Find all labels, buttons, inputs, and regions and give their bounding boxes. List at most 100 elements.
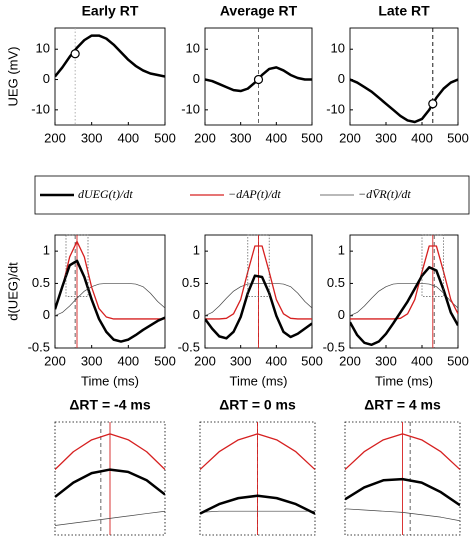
panel: ΔRT = 4 ms — [344, 397, 461, 536]
x-tick-label: 300 — [81, 130, 103, 145]
series-line — [350, 78, 458, 124]
plot-area — [205, 235, 312, 348]
y-axis-label: UEG (mV) — [5, 47, 20, 107]
x-tick-label: 500 — [154, 130, 176, 145]
x-tick-label: 200 — [44, 353, 66, 368]
plot-area — [55, 422, 165, 535]
x-tick-label: 500 — [301, 130, 323, 145]
x-tick-label: 200 — [44, 130, 66, 145]
series-line — [55, 510, 165, 526]
y-tick-label: -0.5 — [28, 339, 50, 354]
y-tick-label: 0 — [338, 71, 345, 86]
x-tick-label: 400 — [411, 353, 433, 368]
series-line — [200, 510, 315, 513]
y-tick-label: 0.5 — [327, 275, 345, 290]
x-tick-label: 200 — [339, 130, 361, 145]
x-tick-label: 200 — [194, 353, 216, 368]
y-tick-label: 10 — [186, 41, 200, 56]
plot-area — [55, 28, 165, 125]
series-line — [200, 494, 315, 515]
series-line — [55, 240, 165, 320]
panel: ΔRT = -4 ms — [54, 397, 166, 536]
plot-area — [350, 235, 458, 348]
series-line — [350, 283, 458, 317]
plot-area — [345, 422, 460, 535]
y-tick-label: -10 — [31, 101, 50, 116]
x-axis-label: Time (ms) — [81, 373, 139, 388]
series-line — [350, 245, 458, 320]
panel: ΔRT = 0 ms — [199, 397, 316, 536]
panel-title: Late RT — [378, 3, 430, 19]
x-tick-label: 500 — [447, 130, 469, 145]
panel-title: ΔRT = 0 ms — [219, 397, 296, 413]
x-tick-label: 500 — [154, 353, 176, 368]
x-tick-label: 500 — [301, 353, 323, 368]
x-tick-label: 300 — [230, 353, 252, 368]
y-tick-label: -0.5 — [323, 339, 345, 354]
panel: Average RT 200 300 400 500 -10 0 10 — [181, 3, 323, 146]
panel-title: ΔRT = 4 ms — [364, 397, 441, 413]
y-tick-label: 10 — [331, 41, 345, 56]
x-tick-label: 500 — [447, 353, 469, 368]
y-tick-label: 0 — [193, 307, 200, 322]
y-tick-label: 0 — [338, 307, 345, 322]
series-line — [205, 274, 312, 340]
y-tick-label: 0.5 — [182, 275, 200, 290]
y-tick-label: 10 — [36, 41, 50, 56]
panel: Time (ms) 200 300 400 500 -0.5 0 0.5 1 — [323, 234, 469, 388]
legend-box — [34, 175, 470, 215]
series-line — [350, 266, 458, 347]
series-line — [205, 283, 312, 317]
x-tick-label: 400 — [411, 130, 433, 145]
y-tick-label: -10 — [181, 101, 200, 116]
rt-marker — [253, 74, 264, 85]
panel-title: Average RT — [220, 3, 298, 19]
x-tick-label: 200 — [339, 353, 361, 368]
x-tick-label: 300 — [230, 130, 252, 145]
series-line — [345, 477, 460, 507]
y-axis-label: d(UEG)/dt — [5, 262, 20, 321]
panel: Early RT UEG (mV) 200 300 400 500 -10 0 10 — [5, 3, 175, 146]
legend-label: −dV̄R(t)/dt — [358, 187, 411, 201]
x-tick-label: 400 — [117, 353, 139, 368]
axes-frame — [349, 27, 459, 126]
panel: Late RT 200 300 400 500 -10 0 10 — [326, 3, 469, 146]
series-line — [200, 433, 315, 471]
rt-marker — [70, 49, 80, 59]
y-tick-label: -10 — [326, 101, 345, 116]
series-line — [205, 245, 312, 320]
axes-frame — [54, 234, 166, 349]
zoom-box — [65, 234, 89, 297]
zoom-box — [247, 234, 270, 297]
panel-title: ΔRT = -4 ms — [69, 397, 150, 413]
y-tick-label: 0 — [193, 71, 200, 86]
x-axis-label: Time (ms) — [375, 373, 433, 388]
plot-area — [350, 28, 458, 125]
x-tick-label: 300 — [81, 353, 103, 368]
x-tick-label: 400 — [117, 130, 139, 145]
y-tick-label: 1 — [43, 243, 50, 258]
plot-area — [200, 422, 315, 535]
x-tick-label: 200 — [194, 130, 216, 145]
zoom-box — [421, 234, 444, 297]
y-tick-label: 0.5 — [32, 275, 50, 290]
y-tick-label: 1 — [193, 243, 200, 258]
series-line — [55, 259, 165, 343]
x-tick-label: 400 — [265, 353, 287, 368]
x-tick-label: 400 — [265, 130, 287, 145]
legend: dUEG(t)/dt −dAP(t)/dt −dV̄R(t)/dt — [34, 175, 470, 215]
panel-title: Early RT — [82, 3, 139, 19]
panel: d(UEG)/dt Time (ms) 200 300 400 500 -0.5 0 0.5 1 — [5, 234, 176, 388]
plot-area — [55, 235, 165, 348]
series-line — [345, 508, 460, 522]
series-line — [55, 283, 165, 317]
panel: Time (ms) 200 300 400 500 -0.5 0 0.5 1 — [178, 234, 323, 388]
series-line — [345, 433, 460, 471]
x-axis-label: Time (ms) — [229, 373, 287, 388]
rt-marker — [428, 99, 438, 109]
x-tick-label: 300 — [375, 353, 397, 368]
y-tick-label: -0.5 — [178, 339, 200, 354]
axes-frame — [349, 234, 459, 349]
y-tick-label: 0 — [43, 307, 50, 322]
